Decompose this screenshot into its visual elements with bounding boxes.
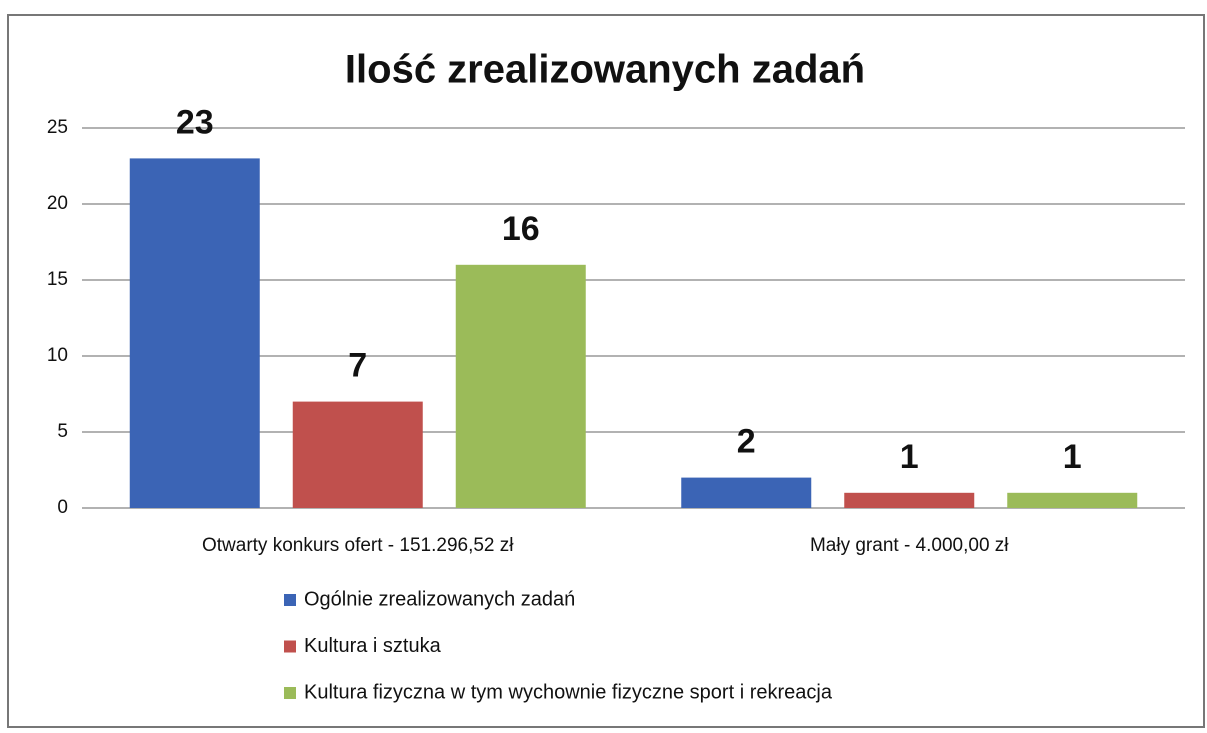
y-tick-label: 5 xyxy=(57,421,68,442)
data-label: 7 xyxy=(348,347,367,385)
data-label: 16 xyxy=(502,210,540,248)
legend-label: Kultura fizyczna w tym wychownie fizyczn… xyxy=(304,681,833,703)
bar xyxy=(292,401,423,508)
bar xyxy=(844,492,975,508)
y-tick-label: 25 xyxy=(47,117,68,138)
bar xyxy=(455,264,586,508)
bar xyxy=(1007,492,1138,508)
legend-swatch xyxy=(284,640,296,653)
data-label: 1 xyxy=(1063,438,1082,476)
x-tick-label: Otwarty konkurs ofert - 151.296,52 zł xyxy=(202,535,514,556)
y-tick-label: 0 xyxy=(57,497,68,518)
chart-title: Ilość zrealizowanych zadań xyxy=(345,48,865,92)
bar xyxy=(129,158,260,508)
data-label: 2 xyxy=(737,423,756,461)
legend-label: Ogólnie zrealizowanych zadań xyxy=(304,588,575,610)
y-tick-label: 20 xyxy=(47,193,68,214)
x-tick-label: Mały grant - 4.000,00 zł xyxy=(810,535,1009,556)
legend-swatch xyxy=(284,687,296,699)
data-label: 23 xyxy=(176,103,214,141)
bar xyxy=(681,477,812,508)
legend-label: Kultura i sztuka xyxy=(304,635,442,657)
y-tick-label: 10 xyxy=(47,345,68,366)
y-tick-label: 15 xyxy=(47,269,68,290)
data-label: 1 xyxy=(900,438,919,476)
legend-swatch xyxy=(284,594,296,606)
